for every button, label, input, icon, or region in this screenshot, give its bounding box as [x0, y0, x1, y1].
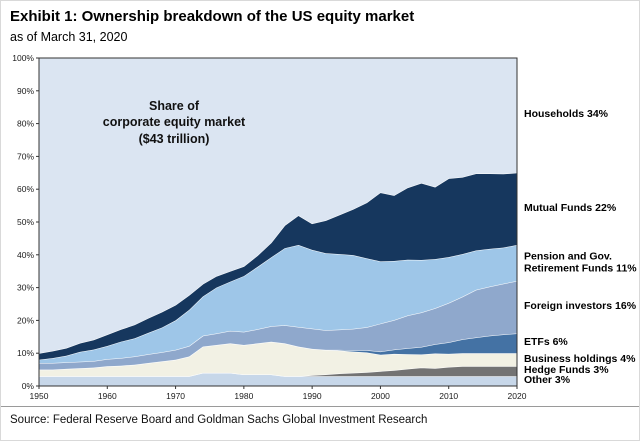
stacked-area-chart: 0% 10% 20% 30% 40% 50% 60% 70% 80% 90% 100% 1950 196… [12, 53, 527, 401]
x-tick-label: 1980 [234, 391, 253, 401]
area-business-holdings [39, 341, 517, 377]
area-etfs [39, 333, 517, 370]
y-tick-label: 80% [17, 119, 34, 129]
x-tick-label: 2010 [439, 391, 458, 401]
y-tick-label: 20% [17, 315, 34, 325]
area-pension-and-gov-retirement-funds [39, 245, 517, 363]
x-tick-label: 1960 [98, 391, 117, 401]
x-tick-label: 2020 [508, 391, 527, 401]
chart-area: 0% 10% 20% 30% 40% 50% 60% 70% 80% 90% 100% 1950 196… [1, 46, 639, 408]
x-tick-label: 2000 [371, 391, 390, 401]
exhibit-title: Exhibit 1: Ownership breakdown of the US… [10, 8, 415, 25]
y-tick-label: 10% [17, 348, 34, 358]
header: Exhibit 1: Ownership breakdown of the US… [1, 1, 639, 44]
y-tick-label: 40% [17, 250, 34, 260]
x-tick-label: 1950 [30, 391, 49, 401]
annotation-line-2: corporate equity market [102, 115, 246, 130]
x-tick-label: 1990 [303, 391, 322, 401]
y-tick-label: 30% [17, 283, 34, 293]
annotation-line-3: ($43 trillion) [138, 131, 210, 146]
area-other [39, 372, 517, 386]
y-tick-label: 90% [17, 86, 34, 96]
y-tick-label: 70% [17, 151, 34, 161]
y-tick-label: 60% [17, 184, 34, 194]
y-tick-label: 0% [22, 381, 35, 391]
exhibit-subtitle: as of March 31, 2020 [10, 30, 128, 44]
chart-annotation: Share of corporate equity market ($43 tr… [79, 98, 269, 147]
area-hedge-funds [39, 366, 517, 377]
annotation-line-1: Share of [148, 99, 199, 113]
area-foreign-investors [39, 281, 517, 370]
source-note: Source: Federal Reserve Board and Goldma… [1, 406, 639, 426]
y-tick-label: 50% [17, 217, 34, 227]
x-tick-label: 1970 [166, 391, 185, 401]
area-mutual-funds [39, 172, 517, 360]
area-households [39, 58, 517, 354]
y-tick-label: 100% [12, 53, 34, 63]
